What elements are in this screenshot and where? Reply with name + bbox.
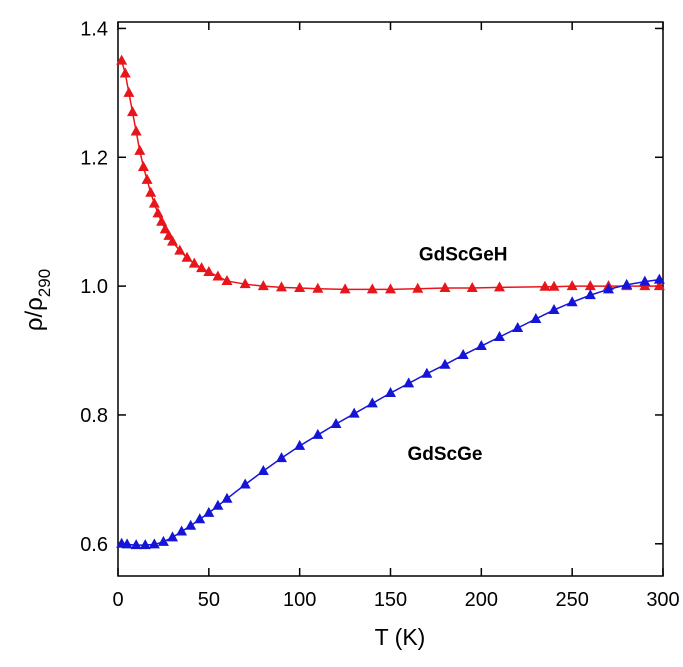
data-point — [141, 173, 153, 184]
data-point — [196, 262, 208, 273]
data-point — [257, 280, 269, 291]
data-point — [603, 283, 614, 294]
data-point — [134, 144, 146, 155]
data-point — [123, 86, 135, 97]
data-point — [174, 244, 186, 255]
x-tick-label: 100 — [283, 589, 316, 611]
data-point — [159, 223, 171, 234]
data-point — [145, 186, 157, 197]
data-point — [403, 377, 415, 388]
data-point — [566, 280, 578, 291]
series-annotation: GdScGeH — [419, 244, 508, 265]
data-point — [653, 273, 665, 284]
data-point — [203, 265, 215, 276]
data-point — [366, 397, 378, 408]
data-point — [276, 452, 287, 463]
data-point — [439, 358, 451, 369]
data-point — [653, 280, 665, 291]
y-tick-label: 1.2 — [80, 147, 108, 169]
data-point — [130, 125, 142, 136]
data-point — [221, 492, 233, 503]
data-point — [152, 207, 164, 218]
data-point — [121, 538, 133, 549]
data-point — [312, 428, 324, 439]
x-tick-label: 250 — [555, 589, 588, 611]
data-point — [212, 499, 224, 510]
data-point — [548, 303, 560, 314]
y-label-main: ρ/ρ — [21, 297, 48, 331]
data-point — [548, 280, 560, 291]
data-point — [257, 464, 269, 475]
data-point — [566, 296, 578, 307]
data-point — [167, 235, 178, 246]
data-point — [127, 106, 139, 117]
data-point — [188, 257, 200, 268]
data-point — [194, 513, 206, 524]
y-axis-label: ρ/ρ290 — [21, 269, 54, 331]
data-point — [366, 283, 378, 294]
data-point — [466, 282, 478, 293]
data-point — [494, 281, 505, 292]
data-point — [156, 215, 168, 226]
data-point — [276, 281, 287, 292]
data-point — [212, 270, 224, 281]
data-point — [621, 278, 633, 289]
data-point — [385, 387, 396, 398]
data-point — [148, 197, 160, 208]
y-tick-label: 1.4 — [80, 18, 108, 40]
data-point — [348, 407, 360, 418]
data-point — [185, 519, 197, 530]
series-annotation: GdScGe — [408, 444, 483, 465]
data-point — [157, 535, 169, 546]
y-tick-label: 0.8 — [80, 405, 108, 427]
x-tick-label: 300 — [646, 589, 679, 611]
y-label-subscript: 290 — [35, 269, 54, 297]
data-point — [584, 280, 596, 291]
x-axis-label: T (K) — [375, 624, 426, 650]
data-point — [130, 539, 142, 550]
data-point — [312, 282, 324, 293]
data-point — [512, 321, 524, 332]
data-point — [148, 538, 160, 549]
data-point — [167, 531, 178, 542]
x-tick-label: 50 — [198, 589, 220, 611]
x-tick-label: 150 — [374, 589, 407, 611]
data-point — [176, 525, 188, 536]
data-point — [203, 506, 215, 517]
data-point — [330, 417, 342, 428]
data-point — [137, 160, 149, 171]
y-tick-label: 1.0 — [80, 276, 108, 298]
x-tick-label: 200 — [465, 589, 498, 611]
data-point — [221, 274, 233, 285]
data-point — [639, 275, 651, 286]
data-point — [412, 282, 424, 293]
data-point — [439, 282, 451, 293]
data-point — [116, 54, 128, 65]
series-line — [121, 278, 660, 546]
data-point — [339, 283, 351, 294]
data-point — [294, 282, 306, 293]
data-point — [239, 278, 251, 289]
data-point — [584, 289, 596, 300]
data-point — [294, 439, 306, 450]
y-tick-label: 0.6 — [80, 534, 108, 556]
data-point — [119, 67, 131, 78]
data-point — [494, 331, 505, 342]
data-point — [181, 251, 193, 262]
x-tick-label: 0 — [112, 589, 123, 611]
data-point — [239, 478, 251, 489]
series-line — [120, 60, 660, 291]
data-point — [457, 349, 469, 360]
data-point — [530, 312, 542, 323]
data-point — [539, 280, 551, 291]
data-point — [475, 340, 487, 351]
data-point — [385, 283, 396, 294]
data-point — [139, 539, 151, 550]
data-point — [421, 367, 433, 378]
